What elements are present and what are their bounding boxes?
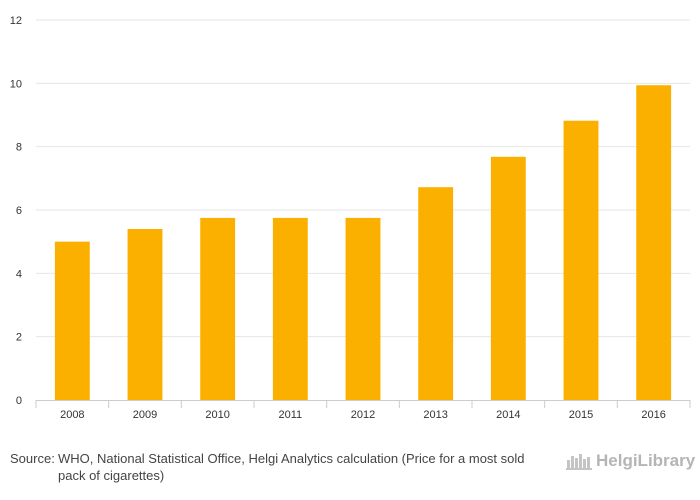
y-tick-label: 0 — [16, 395, 22, 407]
y-tick-label: 2 — [16, 332, 22, 344]
x-tick-label: 2016 — [641, 409, 665, 421]
source-text: WHO, National Statistical Office, Helgi … — [58, 451, 525, 483]
y-tick-label: 8 — [16, 142, 22, 154]
bar-2012 — [345, 217, 381, 400]
x-tick-label: 2013 — [423, 409, 447, 421]
y-axis-labels: 0 2 4 6 8 10 12 — [10, 15, 22, 407]
helgi-library-logo: HelgiLibrary — [566, 450, 695, 472]
x-tick-label: 2009 — [133, 409, 157, 421]
bar-2016 — [636, 85, 672, 400]
x-tick-label: 2014 — [496, 409, 520, 421]
logo-text: HelgiLibrary — [596, 451, 696, 470]
bar-2015 — [563, 120, 599, 400]
bar-2010 — [200, 217, 236, 400]
bar-2013 — [418, 187, 454, 400]
x-tick-label: 2008 — [60, 409, 84, 421]
x-tick-label: 2011 — [279, 409, 303, 421]
x-tick-label: 2015 — [569, 409, 593, 421]
y-tick-label: 4 — [16, 268, 22, 280]
x-axis-labels: 2008 2009 2010 2011 2012 2013 2014 2015 2016 — [60, 409, 666, 421]
helgi-skyline-icon — [566, 454, 592, 470]
source-label: Source: — [10, 451, 55, 466]
y-tick-label: 10 — [10, 78, 22, 90]
y-tick-label: 12 — [10, 15, 22, 27]
bar-2008 — [54, 241, 90, 400]
bar-2011 — [272, 217, 308, 400]
x-tick-label: 2010 — [205, 409, 229, 421]
source-note: Source: WHO, National Statistical Office… — [10, 450, 550, 484]
bars — [54, 85, 672, 400]
bar-2009 — [127, 229, 163, 400]
y-tick-label: 6 — [16, 205, 22, 217]
x-tick-label: 2012 — [351, 409, 375, 421]
bar-2014 — [490, 156, 526, 400]
x-axis-ticks — [35, 400, 691, 408]
